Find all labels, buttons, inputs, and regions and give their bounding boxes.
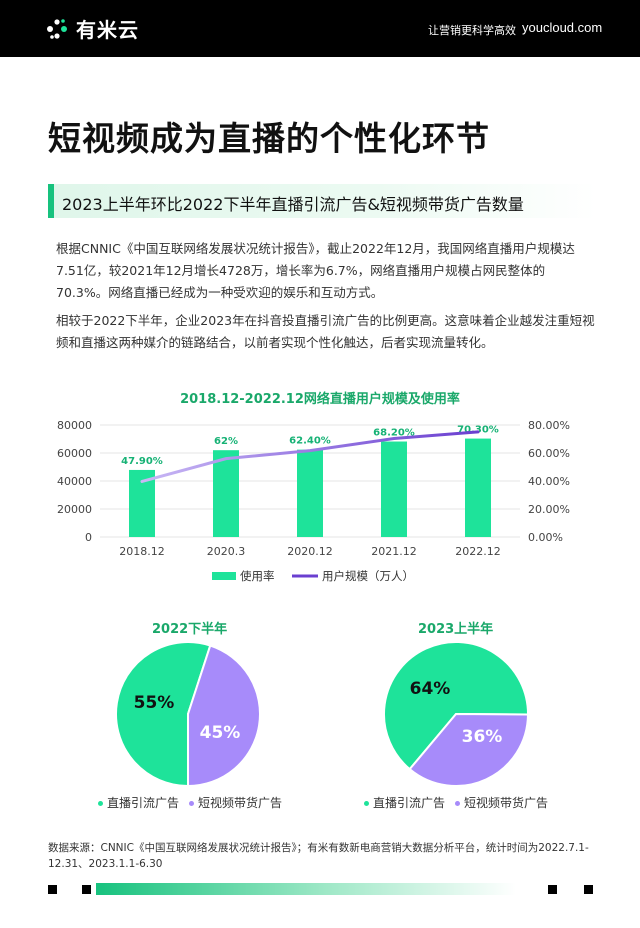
- pie-2023h1: 64% 36%: [383, 641, 530, 787]
- logo-text: 有米云: [76, 18, 139, 42]
- footer-square-2: [82, 885, 91, 894]
- pie-2023h1-title: 2023上半年: [418, 622, 494, 637]
- pie-slice-label: 45%: [200, 723, 241, 743]
- bar: [297, 449, 323, 537]
- pie-slice-label: 64%: [410, 679, 451, 699]
- bar: [213, 450, 239, 537]
- footer-square-4: [584, 885, 593, 894]
- bar: [465, 438, 491, 537]
- pie-2022h2-legend: 直播引流广告 短视频带货广告: [98, 794, 282, 811]
- y-left-tick: 60000: [57, 447, 92, 460]
- pie-slice: [408, 712, 530, 787]
- bar-label: 68.20%: [373, 428, 415, 439]
- legend-item: 短视频带货广告: [455, 794, 548, 811]
- bar: [381, 441, 407, 537]
- legend-bar-swatch: [212, 572, 236, 580]
- slogan: 让营销更科学高效: [428, 24, 516, 37]
- legend-label: 短视频带货广告: [198, 796, 283, 810]
- bar-chart-title: 2018.12-2022.12网络直播用户规模及使用率: [180, 392, 460, 407]
- legend-dot-purple: [455, 801, 461, 806]
- legend-label: 直播引流广告: [373, 796, 446, 810]
- y-left-tick: 20000: [57, 503, 92, 516]
- y-right-tick: 60.00%: [528, 447, 570, 460]
- legend-dot-purple: [189, 801, 195, 806]
- logo-mark-icon: [47, 18, 67, 39]
- legend-item: 短视频带货广告: [189, 794, 282, 811]
- top-bar: 有米云 让营销更科学高效 youcloud.com: [0, 0, 640, 57]
- legend-line-label: 用户规模（万人）: [322, 569, 414, 583]
- x-tick: 2022.12: [455, 545, 501, 558]
- x-tick: 2021.12: [371, 545, 417, 558]
- legend-dot-green: [364, 801, 369, 806]
- bar-label: 47.90%: [121, 456, 163, 467]
- x-tick: 2020.3: [207, 545, 246, 558]
- bar-label: 62.40%: [289, 436, 331, 447]
- y-left-tick: 80000: [57, 419, 92, 432]
- paragraph-1: 根据CNNIC《中国互联网络发展状况统计报告》，截止2022年12月，我国网络直…: [56, 241, 575, 300]
- paragraph-2: 相较于2022下半年，企业2023年在抖音投直播引流广告的比例更高。这意味着企业…: [56, 313, 595, 350]
- section-banner: 2023上半年环比2022下半年直播引流广告&短视频带货广告数量: [48, 184, 596, 218]
- pie-2022h2: 55% 45%: [115, 641, 261, 788]
- logo[interactable]: 有米云: [44, 14, 139, 43]
- data-source: 数据来源：CNNIC《中国互联网络发展状况统计报告》；有米有数新电商营销大数据分…: [48, 842, 589, 870]
- x-tick: 2018.12: [119, 545, 165, 558]
- legend-bar-label: 使用率: [240, 569, 275, 583]
- pie-2023h1-legend: 直播引流广告 短视频带货广告: [364, 794, 548, 811]
- pie-slice-label: 36%: [462, 727, 503, 747]
- banner-title: 2023上半年环比2022下半年直播引流广告&短视频带货广告数量: [62, 195, 524, 214]
- legend-label: 直播引流广告: [107, 796, 180, 810]
- pie-slice: [115, 641, 212, 788]
- user-scale-line: [140, 430, 480, 483]
- legend-item: 直播引流广告: [364, 794, 445, 811]
- pie-slice-label: 55%: [134, 693, 175, 713]
- users-rate-chart: 0 20000 40000 60000 80000 0.00% 20.00% 40.00% 60…: [57, 419, 570, 583]
- y-left-tick: 40000: [57, 475, 92, 488]
- y-right-tick: 20.00%: [528, 503, 570, 516]
- banner-accent: [48, 184, 54, 218]
- pie-slice: [383, 641, 529, 771]
- y-left-tick: 0: [85, 531, 92, 544]
- y-right-tick: 80.00%: [528, 419, 570, 432]
- pie-2022h2-title: 2022下半年: [152, 622, 228, 637]
- bar-label: 70.30%: [457, 425, 499, 436]
- site-link[interactable]: youcloud.com: [522, 20, 603, 35]
- footer-square-3: [548, 885, 557, 894]
- pie-slice: [187, 644, 261, 788]
- legend-dot-green: [98, 801, 103, 806]
- page-title: 短视频成为直播的个性化环节: [48, 119, 490, 158]
- legend-label: 短视频带货广告: [464, 796, 549, 810]
- y-right-tick: 0.00%: [528, 531, 563, 544]
- footer-square-1: [48, 885, 57, 894]
- legend-item: 直播引流广告: [98, 794, 179, 811]
- bar-label: 62%: [214, 436, 238, 447]
- y-right-tick: 40.00%: [528, 475, 570, 488]
- x-tick: 2020.12: [287, 545, 333, 558]
- footer-gradient-bar: [96, 883, 516, 895]
